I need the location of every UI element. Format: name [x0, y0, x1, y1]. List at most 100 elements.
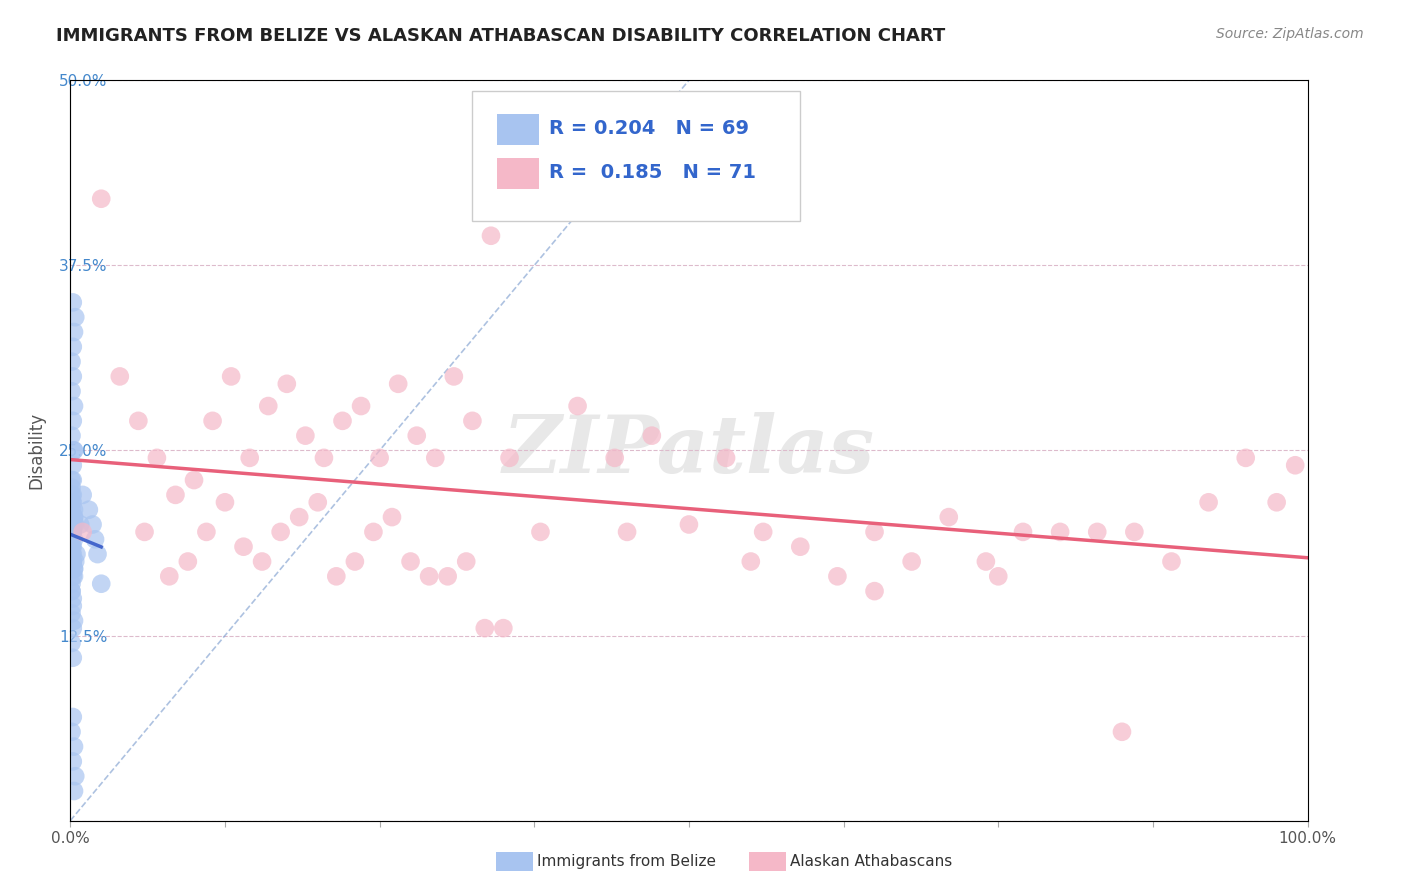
Point [974, 555, 997, 569]
Point [62, 710, 84, 724]
Point [65, 517, 87, 532]
Point [276, 376, 298, 391]
Point [90, 192, 112, 206]
Point [134, 524, 156, 539]
Point [443, 369, 465, 384]
Point [938, 510, 960, 524]
Point [1012, 524, 1035, 539]
Point [1265, 495, 1288, 509]
Point [84, 533, 107, 547]
Point [60, 533, 83, 547]
Point [146, 450, 169, 465]
Point [250, 555, 273, 569]
Text: Alaskan Athabascans: Alaskan Athabascans [790, 855, 952, 869]
Point [368, 450, 391, 465]
Point [425, 450, 447, 465]
Point [62, 569, 84, 583]
Point [127, 414, 149, 428]
Point [65, 310, 87, 325]
Point [1234, 450, 1257, 465]
Point [436, 569, 458, 583]
Point [62, 599, 84, 613]
Point [60, 576, 83, 591]
Point [1284, 458, 1306, 473]
Point [63, 784, 86, 798]
Point [827, 569, 849, 583]
Point [62, 473, 84, 487]
Point [60, 547, 83, 561]
Point [82, 517, 104, 532]
Point [492, 621, 515, 635]
Point [863, 524, 886, 539]
Point [529, 524, 551, 539]
Point [325, 569, 347, 583]
Point [60, 636, 83, 650]
Point [332, 414, 354, 428]
Point [257, 399, 280, 413]
Point [312, 450, 335, 465]
Text: Source: ZipAtlas.com: Source: ZipAtlas.com [1216, 27, 1364, 41]
Point [72, 488, 94, 502]
Point [60, 384, 83, 399]
Point [270, 524, 292, 539]
Point [381, 510, 404, 524]
Text: IMMIGRANTS FROM BELIZE VS ALASKAN ATHABASCAN DISABILITY CORRELATION CHART: IMMIGRANTS FROM BELIZE VS ALASKAN ATHABA… [56, 27, 945, 45]
Text: Immigrants from Belize: Immigrants from Belize [537, 855, 716, 869]
Point [69, 517, 91, 532]
Point [62, 524, 84, 539]
Point [479, 228, 502, 243]
Point [752, 524, 775, 539]
Point [65, 555, 87, 569]
Point [62, 547, 84, 561]
Point [60, 354, 83, 368]
Point [219, 369, 242, 384]
FancyBboxPatch shape [498, 158, 540, 189]
Point [62, 340, 84, 354]
Point [62, 524, 84, 539]
Point [90, 576, 112, 591]
Point [294, 428, 316, 442]
Text: R = 0.204   N = 69: R = 0.204 N = 69 [550, 119, 749, 138]
Point [63, 399, 86, 413]
Point [387, 376, 409, 391]
Point [63, 502, 86, 516]
Text: ZIPatlas: ZIPatlas [503, 412, 875, 489]
Point [86, 547, 108, 561]
Point [62, 414, 84, 428]
Point [740, 555, 762, 569]
Point [195, 524, 218, 539]
Point [62, 650, 84, 665]
Text: R =  0.185   N = 71: R = 0.185 N = 71 [550, 163, 756, 182]
Point [62, 488, 84, 502]
Point [405, 428, 427, 442]
Point [63, 569, 86, 583]
Point [157, 569, 180, 583]
Point [239, 450, 262, 465]
Point [62, 555, 84, 569]
Point [987, 569, 1010, 583]
Point [288, 510, 311, 524]
Point [62, 495, 84, 509]
Point [60, 607, 83, 621]
Point [62, 755, 84, 769]
Point [603, 450, 626, 465]
Point [1198, 495, 1220, 509]
Point [214, 495, 236, 509]
Point [456, 555, 478, 569]
Point [461, 414, 484, 428]
Point [1111, 724, 1133, 739]
Point [60, 480, 83, 494]
Point [678, 517, 700, 532]
Point [62, 369, 84, 384]
Point [1160, 555, 1182, 569]
Point [62, 517, 84, 532]
Y-axis label: Disability: Disability [27, 412, 45, 489]
Point [60, 540, 83, 554]
Point [1085, 524, 1108, 539]
Point [63, 443, 86, 458]
Point [474, 621, 496, 635]
Point [567, 399, 589, 413]
Point [63, 533, 86, 547]
Point [65, 769, 87, 783]
Point [62, 621, 84, 635]
